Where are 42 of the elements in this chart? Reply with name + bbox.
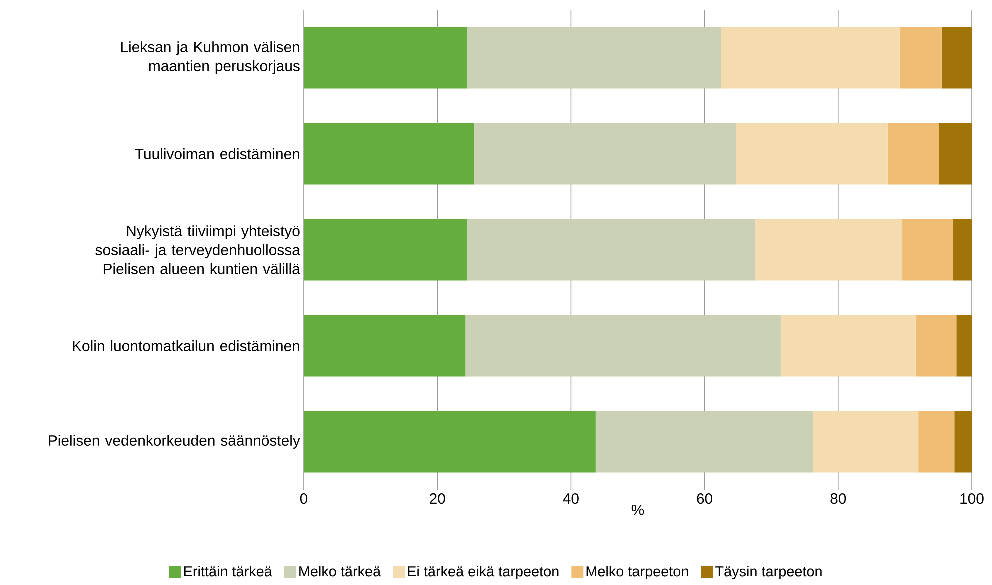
- legend-label: Melko tärkeä: [300, 566, 382, 577]
- x-tick-label: 80: [830, 494, 846, 504]
- legend-label: Täysin tarpeeton: [716, 566, 822, 580]
- bar: [304, 411, 596, 473]
- bar: [304, 123, 474, 185]
- bar: [953, 219, 972, 281]
- bar: [756, 219, 903, 281]
- y-tick-label: Pielisen vedenkorkeuden säännöstely: [49, 435, 300, 449]
- x-axis-title: %: [632, 504, 644, 516]
- y-tick-label: Kolin luontomatkailun edistäminen: [73, 340, 300, 352]
- legend-label: Melko tarpeeton: [586, 566, 688, 580]
- bar: [304, 219, 467, 281]
- bar: [474, 123, 736, 185]
- bar: [942, 27, 972, 89]
- bar: [466, 219, 756, 281]
- bar: [304, 27, 467, 89]
- bar: [466, 315, 781, 377]
- x-tick-label: 40: [563, 494, 579, 504]
- x-tick-label: 60: [697, 494, 713, 504]
- bar: [722, 27, 900, 89]
- bar: [888, 123, 940, 185]
- bar: [918, 411, 955, 473]
- legend-label: Erittäin tärkeä: [184, 566, 272, 577]
- bar: [916, 315, 957, 377]
- bar: [596, 411, 814, 473]
- x-tick-label: 0: [300, 494, 308, 504]
- bar: [902, 219, 954, 281]
- bar: [780, 315, 916, 377]
- bar: [956, 315, 972, 377]
- y-tick-label: Nykyistä tiiviimpi yhteistyö sosiaali- ja terveydenhuollossa Pielisen alueen kuntien välillä: [96, 226, 300, 274]
- bar: [813, 411, 919, 473]
- y-tick-label: Tuulivoiman edistäminen: [135, 148, 300, 160]
- x-tick-label: 20: [430, 494, 446, 504]
- bar: [466, 27, 722, 89]
- bar: [939, 123, 972, 185]
- y-tick-label: Lieksan ja Kuhmon välisen maantien peruskorjaus: [121, 42, 300, 74]
- bar: [900, 27, 942, 89]
- bar: [304, 315, 466, 377]
- x-tick-label: 100: [960, 494, 984, 504]
- bar: [954, 411, 972, 473]
- bar: [736, 123, 888, 185]
- legend-label: Ei tärkeä eikä tarpeeton: [408, 566, 559, 580]
